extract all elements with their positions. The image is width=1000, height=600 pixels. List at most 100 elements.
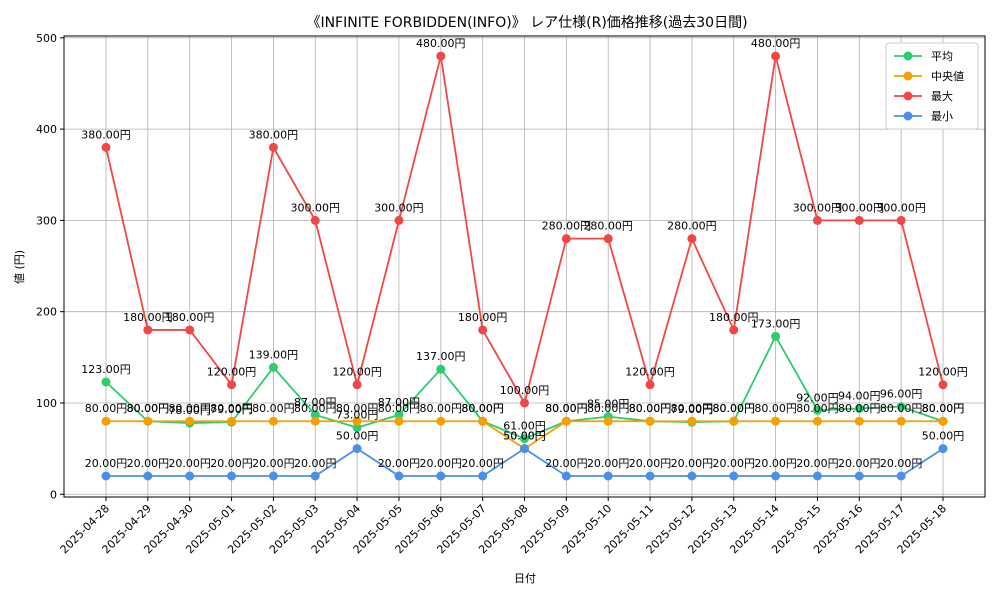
series-lines xyxy=(101,51,948,481)
data-point xyxy=(812,215,822,225)
data-label: 20.00円 xyxy=(754,457,797,470)
data-label: 20.00円 xyxy=(85,457,128,470)
data-point xyxy=(478,416,488,426)
data-label: 120.00円 xyxy=(918,366,968,379)
data-point xyxy=(729,416,739,426)
data-point xyxy=(436,51,446,61)
data-label: 92.00円 xyxy=(796,391,839,404)
data-label: 300.00円 xyxy=(876,201,926,214)
data-point xyxy=(603,416,613,426)
data-point xyxy=(436,364,446,374)
data-point xyxy=(687,234,697,244)
data-label: 20.00円 xyxy=(545,457,588,470)
data-label: 94.00円 xyxy=(838,389,881,402)
data-point xyxy=(603,234,613,244)
data-point xyxy=(185,471,195,481)
data-point xyxy=(394,410,404,420)
data-point xyxy=(268,142,278,152)
data-label: 80.00円 xyxy=(545,402,588,415)
data-point xyxy=(561,234,571,244)
data-label: 73.00円 xyxy=(336,409,379,422)
data-point xyxy=(352,416,362,426)
data-label: 300.00円 xyxy=(835,201,885,214)
data-point xyxy=(268,471,278,481)
data-point xyxy=(352,380,362,390)
data-point xyxy=(310,471,320,481)
data-point xyxy=(478,325,488,335)
data-point xyxy=(310,215,320,225)
data-label: 180.00円 xyxy=(458,311,508,324)
data-label: 139.00円 xyxy=(249,348,299,361)
data-point xyxy=(227,416,237,426)
data-label: 280.00円 xyxy=(583,220,633,233)
data-label: 123.00円 xyxy=(81,363,131,376)
data-point xyxy=(645,380,655,390)
data-label: 80.00円 xyxy=(461,402,504,415)
data-point xyxy=(101,377,111,387)
data-point xyxy=(227,380,237,390)
data-label: 50.00円 xyxy=(922,430,965,443)
data-label: 80.00円 xyxy=(545,402,588,415)
data-label: 300.00円 xyxy=(291,201,341,214)
data-point xyxy=(771,51,781,61)
data-label: 20.00円 xyxy=(378,457,421,470)
data-label: 280.00円 xyxy=(667,220,717,233)
data-label: 87.00円 xyxy=(294,396,337,409)
data-point xyxy=(520,444,529,454)
data-point xyxy=(645,471,655,481)
legend-entry: 中央値 xyxy=(931,70,964,83)
legend-entry: 平均 xyxy=(931,50,953,63)
data-point xyxy=(896,471,906,481)
data-label: 20.00円 xyxy=(587,457,630,470)
data-label: 20.00円 xyxy=(420,457,463,470)
data-label: 300.00円 xyxy=(793,201,843,214)
data-label: 20.00円 xyxy=(838,457,881,470)
data-label: 50.00円 xyxy=(503,430,546,443)
data-point xyxy=(185,416,195,426)
data-label: 50.00円 xyxy=(503,430,546,443)
data-label: 173.00円 xyxy=(751,317,801,330)
data-label: 380.00円 xyxy=(249,128,299,141)
data-label: 80.00円 xyxy=(838,402,881,415)
data-label: 20.00円 xyxy=(629,457,672,470)
data-label: 20.00円 xyxy=(796,457,839,470)
chart-title: 《INFINITE FORBIDDEN(INFO)》 レア仕様(R)価格推移(過… xyxy=(306,15,747,31)
data-point xyxy=(101,471,111,481)
data-label: 20.00円 xyxy=(713,457,756,470)
data-label: 80.00円 xyxy=(587,402,630,415)
data-point xyxy=(101,416,111,426)
data-point xyxy=(143,471,153,481)
data-label: 180.00円 xyxy=(165,311,215,324)
y-axis: 0 100 200 300 400 500 xyxy=(36,32,64,501)
y-tick-label: 200 xyxy=(36,306,57,319)
data-label: 80.00円 xyxy=(880,402,923,415)
data-label: 80.00円 xyxy=(922,402,965,415)
data-point xyxy=(938,444,948,454)
data-label: 480.00円 xyxy=(416,37,466,50)
y-axis-label: 値 (円) xyxy=(13,250,26,284)
data-label: 80.00円 xyxy=(294,402,337,415)
data-point xyxy=(729,325,739,335)
data-label: 80.00円 xyxy=(252,402,295,415)
data-label: 80.00円 xyxy=(85,402,128,415)
data-point xyxy=(896,402,906,412)
x-axis-label: 日付 xyxy=(514,572,536,585)
data-point xyxy=(938,380,948,390)
data-label: 20.00円 xyxy=(127,457,170,470)
data-point xyxy=(101,142,111,152)
legend-marker xyxy=(903,51,913,61)
data-label: 80.00円 xyxy=(629,402,672,415)
y-tick-label: 300 xyxy=(36,214,57,227)
data-label: 80.00円 xyxy=(420,402,463,415)
data-point xyxy=(310,416,320,426)
data-label: 80.00円 xyxy=(922,402,965,415)
data-label: 61.00円 xyxy=(503,420,546,433)
data-label: 80.00円 xyxy=(210,402,253,415)
data-label: 80.00円 xyxy=(713,402,756,415)
data-label: 480.00円 xyxy=(751,37,801,50)
data-label: 180.00円 xyxy=(123,311,173,324)
data-point xyxy=(394,471,404,481)
data-label: 80.00円 xyxy=(629,402,672,415)
